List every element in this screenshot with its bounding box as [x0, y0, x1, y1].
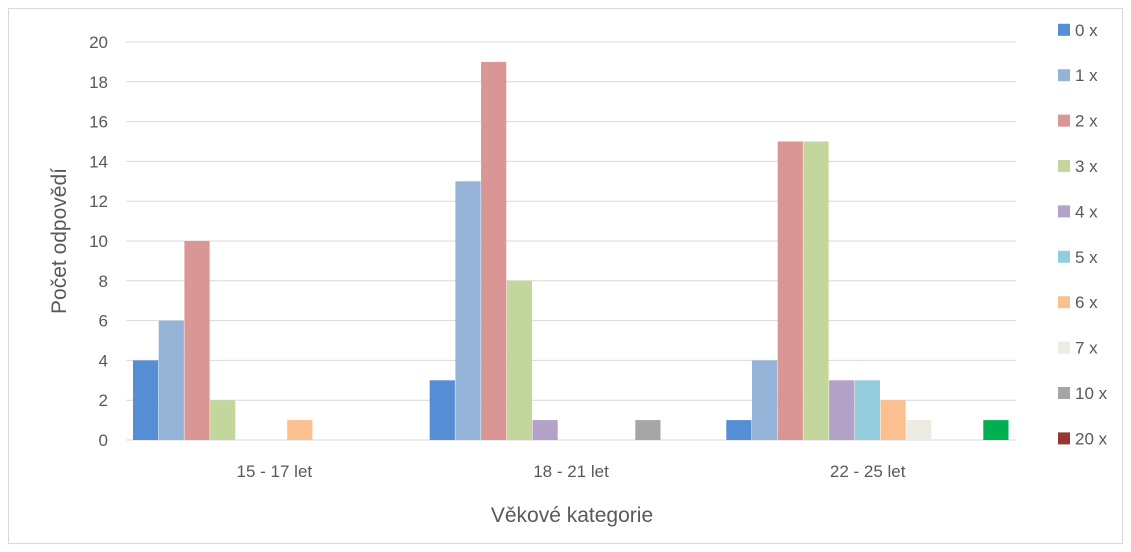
bar-1x-1 — [455, 181, 481, 441]
gridlines — [126, 41, 1016, 441]
legend-label: 2 x — [1075, 112, 1098, 131]
legend-swatch — [1058, 341, 1070, 354]
legend-label: 1 x — [1075, 66, 1098, 85]
bar-4x-1 — [532, 420, 558, 440]
legend-label: 5 x — [1075, 248, 1098, 267]
bar-7x-2 — [906, 420, 932, 440]
y-tick-label: 10 — [89, 232, 108, 251]
bar-10x-1 — [635, 420, 661, 440]
bar-4x-2 — [829, 380, 855, 440]
y-tick-label: 4 — [99, 351, 108, 370]
bar-0x-1 — [429, 380, 455, 440]
legend-label: 0 x — [1075, 21, 1098, 40]
bar-6x-2 — [880, 400, 906, 440]
legend-swatch — [1058, 205, 1070, 218]
bar-3x-0 — [210, 400, 236, 440]
y-tick-label: 16 — [89, 113, 108, 132]
y-axis-title: Počet odpovědí — [48, 168, 71, 314]
y-tick-label: 0 — [99, 431, 108, 450]
y-tick-label: 20 — [89, 33, 108, 52]
x-axis-title: Věkové kategorie — [491, 504, 653, 527]
y-tick-label: 2 — [99, 391, 108, 410]
legend-swatch — [1058, 160, 1070, 172]
y-tick-labels: 0 2 4 6 8 10 12 14 16 18 20 — [89, 33, 108, 450]
y-tick-label: 14 — [89, 152, 108, 171]
legend-swatch — [1058, 296, 1070, 309]
bars — [133, 61, 1009, 441]
bar-unnamed-2 — [983, 420, 1009, 440]
x-tick-label: 18 - 21 let — [533, 462, 609, 481]
y-tick-label: 8 — [99, 272, 108, 291]
y-tick-label: 18 — [89, 73, 108, 92]
bar-2x-2 — [777, 141, 803, 440]
bar-0x-0 — [133, 360, 159, 440]
bar-0x-2 — [726, 420, 752, 440]
bar-6x-0 — [287, 420, 313, 440]
legend-label: 7 x — [1075, 339, 1098, 358]
legend-swatch — [1058, 23, 1070, 36]
bar-1x-0 — [158, 320, 184, 440]
x-tick-label: 15 - 17 let — [237, 462, 313, 481]
legend-label: 6 x — [1075, 293, 1098, 312]
legend-swatch — [1058, 69, 1070, 82]
y-tick-label: 6 — [99, 312, 108, 331]
bar-3x-2 — [803, 141, 829, 440]
legend-label: 10 x — [1075, 384, 1108, 403]
legend-swatch — [1058, 114, 1070, 127]
legend: 0 x 1 x 2 x 3 x 4 x 5 x 6 x 7 x 10 x 20 x — [1058, 21, 1108, 448]
legend-label: 20 x — [1075, 429, 1108, 448]
legend-swatch — [1058, 250, 1070, 263]
bar-1x-2 — [752, 360, 778, 440]
bar-5x-2 — [854, 380, 880, 440]
y-tick-label: 12 — [89, 192, 108, 211]
legend-label: 4 x — [1075, 202, 1098, 221]
legend-swatch — [1058, 387, 1070, 399]
legend-swatch — [1058, 432, 1070, 445]
bar-2x-1 — [481, 61, 507, 441]
x-tick-labels: 15 - 17 let 18 - 21 let 22 - 25 let — [237, 462, 906, 481]
x-tick-label: 22 - 25 let — [830, 462, 906, 481]
legend-label: 3 x — [1075, 157, 1098, 176]
bar-2x-0 — [184, 241, 210, 440]
bar-3x-1 — [506, 280, 532, 440]
